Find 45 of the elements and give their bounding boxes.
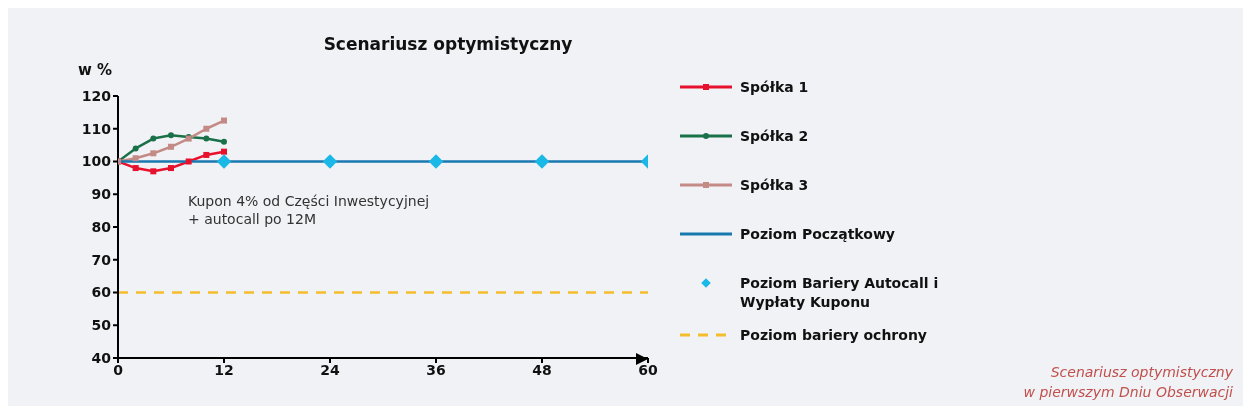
x-tick-label: 48 — [532, 361, 552, 378]
point — [203, 151, 210, 158]
y-tick-label: 110 — [81, 120, 112, 137]
point — [150, 150, 157, 157]
legend-label: Spółka 1 — [740, 78, 809, 97]
point — [221, 148, 227, 155]
annotation: Kupon 4% od Części Inwestycyjnej + autocall po 12M — [188, 192, 430, 228]
x-tick-label: 0 — [113, 361, 124, 378]
point — [150, 168, 157, 175]
y-tick-label: 120 — [81, 87, 112, 104]
point — [216, 154, 232, 169]
y-tick-label: 50 — [91, 317, 112, 334]
point — [168, 165, 174, 172]
text: Scenariusz optymistyczny w pierwszym Dniu Obserwacji — [1023, 363, 1233, 402]
legend-label: Spółka 3 — [740, 176, 809, 195]
point — [132, 155, 139, 162]
y-tick-label: 70 — [91, 251, 112, 268]
x-tick-label: 36 — [426, 361, 446, 378]
point — [322, 154, 338, 169]
x-tick-label: 12 — [214, 361, 234, 378]
y-tick-label: 90 — [91, 186, 112, 203]
chart-title: Scenariusz optymistyczny — [322, 34, 574, 54]
legend-label: Spółka 2 — [740, 127, 809, 146]
x-tick-label: 24 — [320, 361, 340, 378]
y-tick-label: 100 — [81, 153, 112, 170]
point — [132, 145, 139, 152]
point — [185, 158, 192, 165]
point — [428, 154, 444, 169]
y-tick-label: 60 — [91, 284, 112, 301]
legend-label: Poziom bariery ochrony — [740, 326, 927, 345]
point — [168, 143, 174, 150]
y-tick-label: 40 — [91, 349, 112, 366]
y-tick-label: 80 — [91, 218, 112, 235]
legend-label: Poziom Bariery Autocall i Wypłaty Kuponu — [740, 274, 940, 312]
point — [132, 165, 139, 172]
point — [534, 154, 550, 169]
point — [150, 135, 157, 142]
point — [168, 132, 174, 139]
point — [203, 135, 210, 142]
point — [221, 117, 227, 124]
point — [221, 138, 227, 145]
point — [203, 125, 210, 132]
legend-label: Poziom Początkowy — [740, 225, 895, 244]
x-tick-label: 60 — [638, 361, 658, 378]
y-axis-title: w % — [78, 61, 113, 79]
